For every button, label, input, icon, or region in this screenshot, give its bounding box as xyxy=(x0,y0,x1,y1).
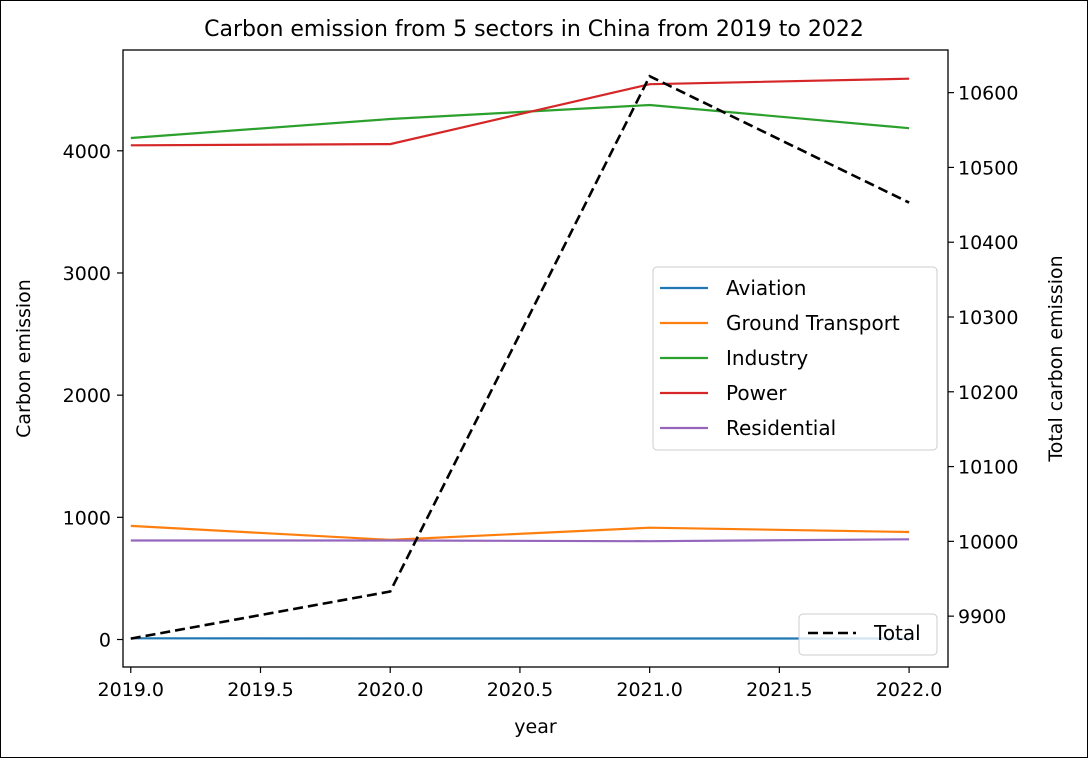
y2-tick-label: 9900 xyxy=(958,606,1006,628)
y-axis-label: Carbon emission xyxy=(13,279,35,438)
series-line-industry xyxy=(130,103,910,140)
legend-label: Industry xyxy=(726,346,808,370)
x-tick-label: 2021.0 xyxy=(616,679,682,701)
x-tick-label: 2019.0 xyxy=(98,679,164,701)
legend-label: Total xyxy=(873,621,921,645)
series-line-total xyxy=(130,74,910,640)
y2-tick-label: 10400 xyxy=(958,232,1018,254)
y-tick-label: 0 xyxy=(99,630,111,652)
legend-total: Total xyxy=(798,613,938,656)
legend-label: Residential xyxy=(726,416,836,440)
x-tick-label: 2019.5 xyxy=(227,679,293,701)
series-line-ground-transport xyxy=(130,524,910,542)
legend-box xyxy=(652,266,938,451)
y-tick-label: 4000 xyxy=(63,141,111,163)
series-line-power xyxy=(130,77,910,147)
y2-tick-label: 10500 xyxy=(958,157,1018,179)
y2-tick-label: 10600 xyxy=(958,83,1018,105)
plot-border xyxy=(122,49,949,668)
y-tick-label: 3000 xyxy=(63,263,111,285)
right-y-axis: 9900 10000 10100 10200 10300 10400 10500 10600 xyxy=(948,83,1018,628)
y2-tick-label: 10100 xyxy=(958,457,1018,479)
x-tick-label: 2020.5 xyxy=(487,679,553,701)
chart-title: Carbon emission from 5 sectors in China … xyxy=(204,17,864,42)
legend-label: Ground Transport xyxy=(726,311,900,335)
x-axis: 2019.0 2019.5 2020.0 2020.5 2021.0 2021.5 2022… xyxy=(98,667,942,701)
left-y-axis: 0 1000 2000 3000 4000 xyxy=(63,141,123,652)
x-tick-label: 2021.5 xyxy=(746,679,812,701)
y2-tick-label: 10300 xyxy=(958,307,1018,329)
legend-sectors: Aviation Ground Transport Industry Power Res… xyxy=(652,266,938,451)
plot-area xyxy=(130,74,910,640)
y-tick-label: 1000 xyxy=(63,507,111,529)
y2-axis-label: Total carbon emission xyxy=(1045,255,1067,462)
x-tick-label: 2022.0 xyxy=(876,679,942,701)
y2-tick-label: 10000 xyxy=(958,531,1018,553)
y-tick-label: 2000 xyxy=(63,385,111,407)
series-line-residential xyxy=(130,538,910,543)
legend-label: Power xyxy=(726,381,787,405)
y2-tick-label: 10200 xyxy=(958,382,1018,404)
legend-label: Aviation xyxy=(726,276,806,300)
x-tick-label: 2020.0 xyxy=(357,679,423,701)
x-axis-label: year xyxy=(514,716,557,738)
legend-box xyxy=(798,613,938,656)
